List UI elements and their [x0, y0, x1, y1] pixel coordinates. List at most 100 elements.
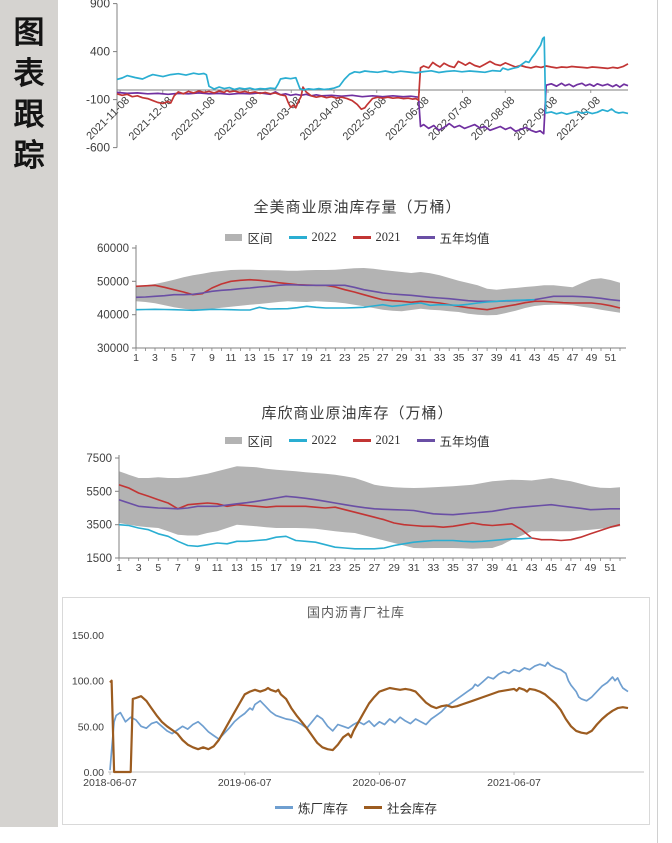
legend-item: 2022 — [288, 433, 337, 448]
axis-label: 43 — [529, 352, 541, 364]
axis-label: 13 — [244, 352, 256, 364]
legend-label: 区间 — [247, 232, 273, 246]
axis-label: 100.00 — [72, 676, 104, 688]
axis-label: 2022-10-08 — [555, 95, 603, 143]
series-line-cyan — [116, 36, 629, 116]
axis-label: 2022-09-08 — [512, 95, 560, 143]
axis-label: 27 — [377, 352, 389, 364]
series-2022 — [135, 298, 535, 312]
axis-label: 9 — [209, 352, 215, 364]
legend-item: 五年均值 — [416, 228, 490, 247]
axis-label: 2021-06-07 — [487, 777, 541, 789]
legend-label: 2021 — [375, 433, 401, 447]
axis-label: 30000 — [97, 343, 129, 355]
axis-label: 11 — [212, 562, 223, 574]
legend-label: 2022 — [311, 230, 337, 244]
axis-label: 13 — [231, 562, 243, 574]
axis-label: 43 — [526, 562, 538, 574]
axis-label: 49 — [586, 352, 598, 364]
axis-label: 27 — [369, 562, 381, 574]
axis-label: 49 — [585, 562, 597, 574]
series-2021 — [118, 483, 621, 542]
legend-item: 2021 — [352, 230, 401, 245]
content: 900 400 -100 -600 2021-11-08 2021-12-08 2022-0… — [58, 0, 658, 843]
series-五年均值 — [135, 283, 621, 303]
asphalt-chart-title: 国内沥青厂社库 — [306, 605, 405, 620]
asphalt-chart-legend: 炼厂库存 社会库存 — [62, 798, 650, 817]
axis-label: 60000 — [97, 243, 129, 255]
line-swatch — [288, 439, 307, 442]
axis-label: 3500 — [86, 520, 112, 532]
axis-label: 45 — [545, 562, 557, 574]
axis-label: 19 — [301, 352, 313, 364]
axis-label: 15 — [251, 562, 263, 574]
sidebar-title-char: 图 — [13, 15, 45, 50]
axis-label: 21 — [320, 352, 332, 364]
axis-label: 51 — [604, 562, 616, 574]
axis-label: 33 — [428, 562, 440, 574]
axis-label: 51 — [605, 352, 617, 364]
axis-label: 40000 — [97, 310, 129, 322]
us-crude-chart-title: 全美商业原油库存量（万桶） — [253, 200, 462, 216]
line-swatch — [352, 236, 371, 239]
spread-chart: 900400-100-6002021-11-082021-12-082022-0… — [84, 0, 629, 155]
axis-label: 21 — [310, 562, 322, 574]
axis-label: 31 — [415, 352, 427, 364]
asphalt-chart-box — [62, 597, 650, 825]
cushing-chart-legend: 区间 2022 2021 五年均值 — [58, 431, 657, 450]
sidebar: 图表跟踪 — [0, 0, 58, 827]
legend-label: 五年均值 — [439, 232, 490, 246]
cushing-chart-title: 库欣商业原油库存（万桶） — [261, 406, 454, 422]
line-swatch — [352, 439, 371, 442]
legend-item: 2022 — [288, 230, 337, 245]
axis-label: 17 — [282, 352, 294, 364]
axis-label: 29 — [396, 352, 408, 364]
axis-label: 2022-08-08 — [469, 95, 517, 143]
axis-label: 17 — [270, 562, 282, 574]
legend-label: 社会库存 — [387, 802, 438, 816]
sidebar-title-char: 跟 — [13, 97, 45, 132]
axis-label: 11 — [225, 352, 236, 364]
axis-label: -100 — [86, 93, 110, 107]
series-炼厂库存 — [109, 661, 629, 771]
axis-label: 25 — [358, 352, 370, 364]
legend-label: 五年均值 — [439, 435, 490, 449]
axis-label: 1500 — [86, 553, 112, 565]
series-2022 — [118, 523, 532, 550]
axis-label: 45 — [548, 352, 560, 364]
legend-item: 区间 — [225, 228, 273, 247]
line-swatch — [416, 236, 435, 239]
axis-label: 7 — [190, 352, 196, 364]
axis-label: 37 — [467, 562, 479, 574]
legend-item: 炼厂库存 — [274, 798, 348, 817]
legend-label: 炼厂库存 — [297, 802, 348, 816]
asphalt-chart: 0.00 50.00 100.00 150.00 2018-06-07 2019-06-0… — [72, 630, 644, 789]
axis-label: 7500 — [86, 453, 112, 465]
axis-label: 5 — [171, 352, 177, 364]
axis-label: 33 — [434, 352, 446, 364]
axis-label: 2020-06-07 — [353, 777, 407, 789]
axis-label: 23 — [329, 562, 341, 574]
line-swatch — [274, 806, 293, 809]
series-2021 — [135, 278, 621, 311]
axis-label: 39 — [486, 562, 498, 574]
line-swatch — [364, 806, 382, 809]
axis-label: 19 — [290, 562, 302, 574]
axis-label: 25 — [349, 562, 361, 574]
legend-item: 社会库存 — [364, 798, 437, 817]
sidebar-title-char: 踪 — [13, 138, 45, 173]
axis-label: 5500 — [86, 486, 112, 498]
axis-label: 2022-04-08 — [298, 95, 346, 143]
axis-label: 2022-06-08 — [383, 95, 431, 143]
axis-label: 2022-07-08 — [426, 95, 474, 143]
axis-label: 50000 — [97, 276, 129, 288]
axis-label: 23 — [339, 352, 351, 364]
axis-label: 2022-01-08 — [169, 95, 217, 143]
axis-label: 2019-06-07 — [218, 777, 272, 789]
series-line-red — [116, 60, 629, 111]
axis-label: 15 — [263, 352, 275, 364]
axis-label: 5 — [155, 562, 161, 574]
axis-label: 47 — [565, 562, 577, 574]
